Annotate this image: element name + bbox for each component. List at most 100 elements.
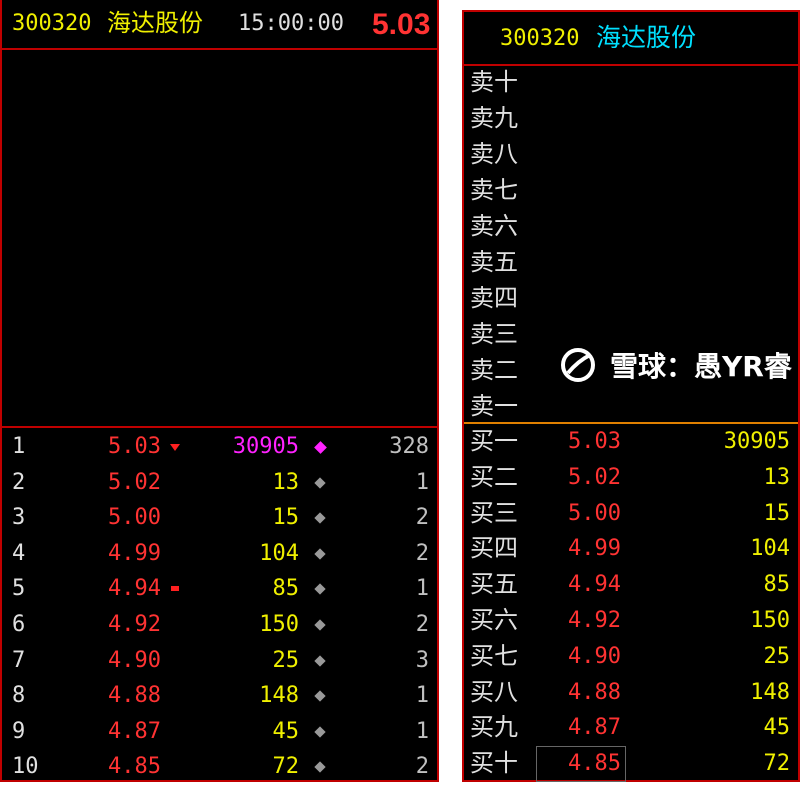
bid-level-label: 买四 bbox=[470, 534, 518, 563]
divider bbox=[464, 64, 798, 66]
bid-level-label: 买十 bbox=[470, 749, 518, 778]
diamond-icon bbox=[314, 441, 327, 454]
bid-level-row: 买一 5.03 30905 bbox=[464, 429, 798, 465]
divider bbox=[2, 48, 437, 50]
bid-level-row: 买七 4.90 25 bbox=[464, 644, 798, 680]
stock-code: 300320 bbox=[500, 26, 580, 51]
stock-name: 海达股份 bbox=[107, 9, 203, 37]
price: 5.00 bbox=[108, 505, 161, 531]
table-row: 4 4.99 104 2 bbox=[2, 540, 437, 579]
row-index: 1 bbox=[12, 434, 26, 459]
bid-level-row: 买八 4.88 148 bbox=[464, 680, 798, 716]
row-index: 7 bbox=[12, 647, 26, 673]
ask-level-label: 卖八 bbox=[470, 140, 518, 168]
trade-count: 2 bbox=[415, 540, 429, 566]
diamond-icon bbox=[314, 512, 326, 524]
bid-price: 4.85 bbox=[568, 751, 621, 777]
bid-level-row: 买十 4.85 72 bbox=[464, 751, 798, 787]
bid-level-label: 买七 bbox=[470, 641, 518, 670]
table-row: 9 4.87 45 1 bbox=[2, 718, 437, 757]
table-row: 8 4.88 148 1 bbox=[2, 685, 437, 721]
price: 4.88 bbox=[108, 683, 161, 709]
order-book-panel: 300320 海达股份 卖十 卖九 卖八 卖七 卖六 卖五 卖四 卖三 卖二 卖一 买一 5.03 3… bbox=[462, 10, 800, 782]
ask-level-label: 卖二 bbox=[470, 356, 518, 384]
row-index: 8 bbox=[12, 683, 26, 709]
bid-level-label: 买八 bbox=[470, 677, 518, 706]
price: 5.02 bbox=[108, 469, 161, 495]
table-row: 5 4.94 85 1 bbox=[2, 578, 437, 614]
ask-level-label: 卖三 bbox=[470, 320, 518, 348]
volume: 15 bbox=[272, 505, 300, 531]
stock-name: 海达股份 bbox=[596, 23, 697, 52]
row-index: 5 bbox=[12, 576, 26, 602]
trade-count: 2 bbox=[415, 754, 429, 780]
bid-level-label: 买一 bbox=[470, 427, 518, 455]
diamond-icon bbox=[314, 761, 326, 774]
bid-level-row: 买二 5.02 13 bbox=[464, 465, 798, 501]
trade-detail-panel: 300320 海达股份 15:00:00 5.03 1 5.03 30905 328 2… bbox=[0, 0, 439, 782]
watermark: 雪球：愚YR睿 bbox=[560, 345, 792, 385]
price: 4.99 bbox=[108, 540, 161, 566]
time: 15:00:00 bbox=[238, 11, 344, 36]
ask-level-label: 卖十 bbox=[470, 68, 518, 96]
bid-price: 5.00 bbox=[568, 500, 621, 526]
volume: 104 bbox=[259, 540, 299, 566]
bid-volume: 104 bbox=[750, 536, 790, 562]
ask-level-label: 卖四 bbox=[470, 284, 518, 312]
bid-level-label: 买二 bbox=[470, 462, 518, 491]
current-price: 5.03 bbox=[372, 8, 431, 41]
bid-volume: 30905 bbox=[723, 429, 790, 454]
divider bbox=[2, 426, 437, 428]
bid-level-label: 买九 bbox=[470, 713, 518, 742]
price: 4.92 bbox=[108, 612, 161, 637]
table-row: 3 5.00 15 2 bbox=[2, 507, 437, 543]
volume: 150 bbox=[259, 612, 299, 637]
ask-level-label: 卖一 bbox=[470, 392, 518, 420]
bid-level-row: 买六 4.92 150 bbox=[464, 608, 798, 644]
stock-code: 300320 bbox=[12, 11, 92, 36]
bid-price: 4.99 bbox=[568, 536, 621, 562]
row-index: 2 bbox=[12, 469, 26, 495]
diamond-icon bbox=[314, 726, 326, 738]
bid-volume: 150 bbox=[750, 608, 790, 633]
bid-volume: 85 bbox=[763, 572, 791, 598]
bid-level-label: 买六 bbox=[470, 606, 518, 634]
square-marker-icon bbox=[171, 586, 179, 592]
volume: 45 bbox=[272, 718, 300, 744]
price: 4.85 bbox=[108, 754, 161, 780]
bid-level-row: 买三 5.00 15 bbox=[464, 501, 798, 537]
trade-count: 3 bbox=[415, 647, 429, 673]
bid-ask-divider bbox=[464, 422, 798, 424]
trade-count: 1 bbox=[415, 683, 429, 709]
volume: 72 bbox=[272, 754, 300, 780]
volume: 13 bbox=[272, 469, 300, 495]
input-box bbox=[536, 746, 626, 782]
volume: 30905 bbox=[232, 434, 299, 459]
diamond-icon bbox=[314, 690, 326, 702]
trade-count: 2 bbox=[415, 612, 429, 637]
bid-volume: 45 bbox=[763, 715, 791, 741]
row-index: 6 bbox=[12, 612, 26, 637]
bid-level-row: 买九 4.87 45 bbox=[464, 715, 798, 751]
volume: 85 bbox=[272, 576, 300, 602]
bid-level-label: 买三 bbox=[470, 498, 518, 527]
trade-count: 1 bbox=[415, 718, 429, 744]
diamond-icon bbox=[314, 476, 326, 489]
bid-price: 5.03 bbox=[568, 429, 621, 454]
bid-price: 4.94 bbox=[568, 572, 621, 598]
bid-level-row: 买五 4.94 85 bbox=[464, 572, 798, 608]
row-index: 4 bbox=[12, 540, 26, 566]
row-index: 9 bbox=[12, 718, 26, 744]
table-row: 1 5.03 30905 328 bbox=[2, 436, 437, 472]
bid-volume: 72 bbox=[763, 751, 791, 777]
bid-price: 4.88 bbox=[568, 679, 621, 705]
bid-price: 4.87 bbox=[568, 715, 621, 741]
row-index: 3 bbox=[12, 505, 26, 531]
table-row: 10 4.85 72 2 bbox=[2, 756, 437, 792]
bid-volume: 148 bbox=[750, 679, 790, 705]
price: 5.03 bbox=[108, 434, 161, 459]
diamond-icon bbox=[314, 619, 326, 631]
trade-count: 328 bbox=[389, 434, 429, 459]
diamond-icon bbox=[314, 583, 326, 596]
bid-volume: 13 bbox=[763, 464, 791, 490]
